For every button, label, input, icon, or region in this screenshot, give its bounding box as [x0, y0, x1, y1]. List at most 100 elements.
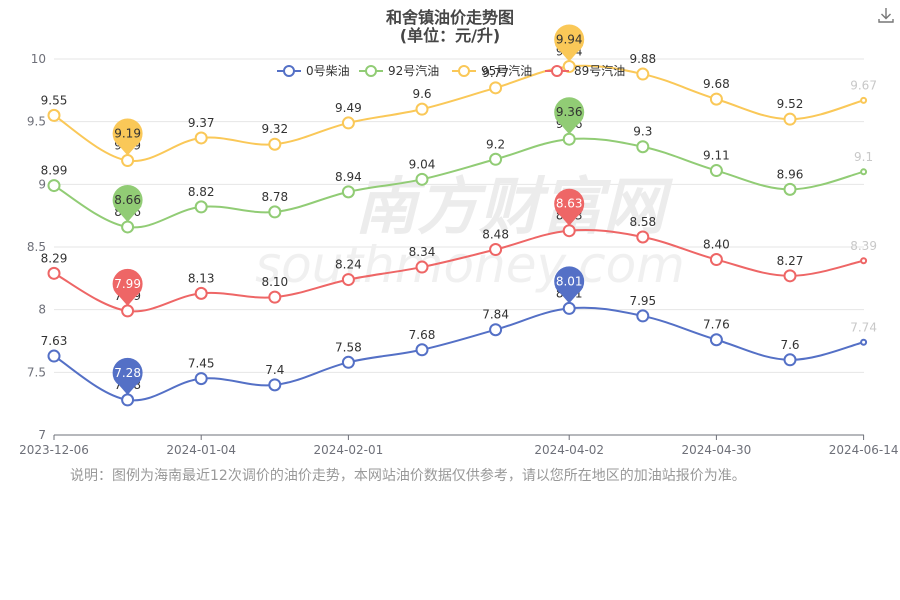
- legend-label: 0号柴油: [306, 64, 350, 78]
- pin-marker: [554, 97, 585, 128]
- data-point: [562, 301, 576, 315]
- legend-item[interactable]: 89号汽油: [545, 63, 625, 78]
- data-point: [709, 333, 723, 347]
- data-label: 8.58: [629, 215, 656, 229]
- data-point: [489, 323, 503, 337]
- pin-label: 8.66: [114, 193, 141, 207]
- data-label: 7.63: [41, 334, 68, 348]
- chart-title: 和舍镇油价走势图: [385, 8, 514, 27]
- pin-marker: [554, 24, 585, 55]
- data-label: 8.40: [703, 238, 730, 252]
- data-point: [268, 290, 282, 304]
- data-point: [783, 353, 797, 367]
- data-point: [636, 230, 650, 244]
- data-point: [860, 168, 868, 176]
- data-label: 9.11: [703, 149, 730, 163]
- data-label: 7.4: [265, 363, 284, 377]
- data-point: [860, 257, 868, 265]
- pin-label: 9.36: [556, 105, 583, 119]
- data-point: [860, 96, 868, 104]
- x-tick-label: 2024-04-02: [534, 443, 604, 457]
- data-label: 7.76: [703, 318, 730, 332]
- data-label: 9.77: [482, 66, 509, 80]
- download-icon: [878, 8, 894, 23]
- y-tick-label: 9.5: [27, 115, 46, 129]
- series-1: 8.99 8.66 8.82 8.78 8.94 9.04 9.2 9.36 9.3 9.11 8.…: [41, 97, 873, 234]
- legend-marker: [551, 65, 563, 77]
- data-point: [341, 116, 355, 130]
- legend-marker: [283, 65, 295, 77]
- legend-item[interactable]: 0号柴油: [277, 64, 350, 78]
- data-label: 7.45: [188, 357, 215, 371]
- series-2: 9.55 9.19 9.37 9.32 9.49 9.6 9.77 9.94 9.88 9.68 9…: [41, 24, 877, 168]
- data-label: 8.99: [41, 164, 68, 178]
- legend-label: 92号汽油: [388, 63, 439, 78]
- data-point: [562, 132, 576, 146]
- data-point: [341, 185, 355, 199]
- data-label: 9.2: [486, 137, 505, 151]
- data-point: [415, 172, 429, 186]
- data-label: 9.49: [335, 101, 362, 115]
- y-tick-label: 7.5: [27, 365, 46, 379]
- data-point: [341, 273, 355, 287]
- data-label: 8.34: [409, 245, 436, 259]
- download-button[interactable]: [877, 6, 895, 24]
- data-label: 9.37: [188, 116, 215, 130]
- x-tick-label: 2024-02-01: [314, 443, 384, 457]
- data-label: 8.13: [188, 271, 215, 285]
- pin-label: 9.94: [556, 33, 583, 47]
- pin-label: 8.01: [556, 274, 583, 288]
- legend-item[interactable]: 92号汽油: [359, 63, 439, 78]
- data-point: [709, 164, 723, 178]
- data-point: [268, 205, 282, 219]
- data-point: [860, 338, 868, 346]
- data-label: 9.04: [409, 157, 436, 171]
- legend-label: 89号汽油: [574, 63, 625, 78]
- data-point: [489, 152, 503, 166]
- pin-marker: [112, 184, 143, 215]
- data-label: 7.84: [482, 308, 509, 322]
- series-line: [53, 306, 864, 402]
- data-point: [783, 269, 797, 283]
- series: 7.637.287.457.47.587.687.848.017.957.767…: [41, 24, 877, 407]
- data-label: 8.29: [41, 251, 68, 265]
- data-point: [415, 343, 429, 357]
- data-point: [415, 102, 429, 116]
- chart-subtitle: (单位：元/升): [399, 26, 501, 45]
- x-tick-label: 2024-06-14: [829, 443, 899, 457]
- data-label: 7.68: [409, 328, 436, 342]
- data-label: 9.68: [703, 77, 730, 91]
- pin-marker: [112, 357, 143, 388]
- pin-marker: [554, 266, 585, 297]
- data-point: [121, 304, 135, 318]
- data-point: [489, 81, 503, 95]
- data-point: [636, 140, 650, 154]
- legend-marker: [365, 65, 377, 77]
- data-label: 7.74: [850, 320, 877, 334]
- data-label: 8.48: [482, 228, 509, 242]
- legend-label: 95号汽油: [481, 63, 532, 78]
- data-label: 8.78: [261, 190, 288, 204]
- y-tick-label: 8.5: [27, 240, 46, 254]
- x-tick-label: 2024-01-04: [166, 443, 236, 457]
- grid: [54, 58, 864, 436]
- data-label: 8.96: [777, 167, 804, 181]
- data-point: [489, 243, 503, 257]
- legend-item[interactable]: 95号汽油: [452, 63, 532, 78]
- data-label: 8.94: [335, 170, 362, 184]
- data-label: 8.39: [850, 239, 877, 253]
- data-label: 9.55: [41, 93, 68, 107]
- pin-label: 7.99: [114, 277, 141, 291]
- legend[interactable]: 0号柴油 92号汽油 95号汽油 89号汽油: [277, 63, 625, 78]
- data-point: [121, 154, 135, 168]
- legend-marker: [458, 65, 470, 77]
- data-label: 9.88: [629, 52, 656, 66]
- data-point: [636, 309, 650, 323]
- series-line: [53, 64, 864, 162]
- pin-label: 9.19: [114, 127, 141, 141]
- data-label: 8.10: [261, 275, 288, 289]
- data-point: [341, 355, 355, 369]
- y-tick-label: 7: [38, 428, 46, 442]
- data-point: [194, 372, 208, 386]
- watermark-cn: 南方财富网: [355, 170, 674, 243]
